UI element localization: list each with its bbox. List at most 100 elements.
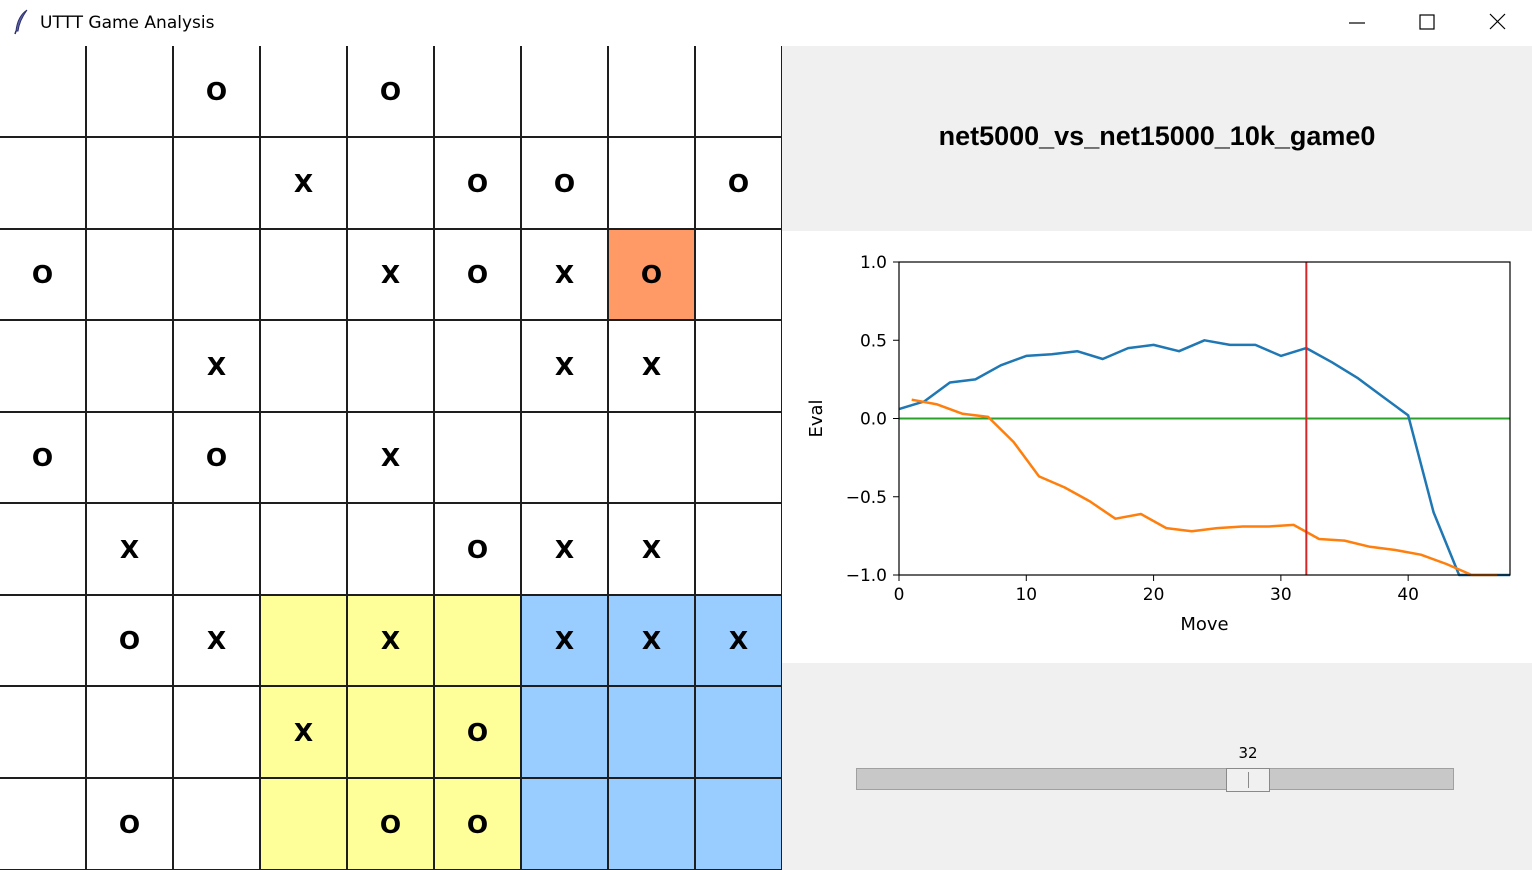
board-cell[interactable] (435, 596, 520, 685)
board-cell[interactable] (522, 413, 607, 502)
board-cell[interactable] (522, 687, 607, 777)
board-cell[interactable] (0, 779, 85, 869)
close-icon (1489, 13, 1506, 30)
board-cell[interactable] (696, 504, 781, 594)
eval-chart-svg: 1.0 0.5 0.0 −0.5 −1.0 0 10 20 30 40 Move Eval (806, 253, 1511, 635)
board-cell[interactable] (609, 687, 694, 777)
x-axis-label: Move (1180, 614, 1228, 635)
y-tick-label: 0.5 (860, 331, 887, 351)
board-cell[interactable] (696, 46, 781, 136)
board-cell[interactable]: O (522, 138, 607, 228)
board-cell[interactable] (435, 321, 520, 411)
board-cell[interactable] (696, 321, 781, 411)
board-cell[interactable] (348, 687, 433, 777)
board-cell[interactable]: X (609, 596, 694, 685)
board-cell[interactable] (0, 321, 85, 411)
minimize-icon (1349, 22, 1365, 24)
board-cell[interactable]: O (87, 596, 172, 685)
board-cell[interactable] (609, 138, 694, 228)
board-cell[interactable] (348, 504, 433, 594)
board-cell[interactable] (696, 230, 781, 319)
board-cell[interactable] (522, 779, 607, 869)
board-cell[interactable]: X (174, 321, 259, 411)
board-cell[interactable] (435, 413, 520, 502)
board-cell[interactable]: X (522, 230, 607, 319)
board-cell[interactable] (87, 46, 172, 136)
x-tick-label: 10 (1015, 585, 1037, 605)
board-cell[interactable]: O (696, 138, 781, 228)
board-cell[interactable]: O (435, 138, 520, 228)
board-cell[interactable]: X (348, 596, 433, 685)
board-cell[interactable] (87, 413, 172, 502)
series-line-2 (911, 398, 1498, 577)
board-cell[interactable] (609, 413, 694, 502)
board-cell[interactable]: O (0, 230, 85, 319)
board-cell[interactable] (87, 138, 172, 228)
x-tick-label: 20 (1143, 585, 1165, 605)
board-cell[interactable] (261, 321, 346, 411)
close-button[interactable] (1462, 0, 1532, 46)
board-cell[interactable] (261, 504, 346, 594)
series-line-1 (898, 339, 1510, 577)
move-slider-thumb[interactable] (1226, 768, 1270, 792)
board-cell[interactable] (696, 687, 781, 777)
x-tick-label: 30 (1270, 585, 1292, 605)
board-cell[interactable]: O (174, 46, 259, 136)
move-slider-trough[interactable] (856, 768, 1454, 790)
board-cell[interactable]: X (348, 230, 433, 319)
board-cell[interactable]: X (261, 687, 346, 777)
board-cell[interactable] (696, 779, 781, 869)
board-cell[interactable] (0, 46, 85, 136)
board-cell[interactable]: O (435, 504, 520, 594)
board-cell[interactable]: X (522, 321, 607, 411)
board-cell[interactable] (261, 230, 346, 319)
y-tick-label: −1.0 (846, 566, 887, 586)
board-cell[interactable] (261, 46, 346, 136)
board-cell[interactable] (87, 321, 172, 411)
board-cell[interactable] (0, 504, 85, 594)
board-cell[interactable]: X (609, 504, 694, 594)
board-cell[interactable]: O (87, 779, 172, 869)
board-cell[interactable]: O (435, 687, 520, 777)
board-cell[interactable] (435, 46, 520, 136)
y-tick-label: −0.5 (846, 488, 887, 508)
board-cell[interactable]: O (435, 779, 520, 869)
board-cell[interactable]: O (435, 230, 520, 319)
board-cell[interactable]: X (522, 596, 607, 685)
board-cell[interactable] (348, 138, 433, 228)
maximize-button[interactable] (1392, 0, 1462, 46)
board-cell[interactable]: O (348, 779, 433, 869)
board-cell[interactable]: X (348, 413, 433, 502)
minimize-button[interactable] (1322, 0, 1392, 46)
board-cell[interactable] (609, 779, 694, 869)
board-cell[interactable]: X (174, 596, 259, 685)
board-cell[interactable] (0, 138, 85, 228)
board-cell[interactable] (174, 504, 259, 594)
board-cell[interactable]: X (609, 321, 694, 411)
board-cell[interactable] (261, 413, 346, 502)
board-cell[interactable]: O (174, 413, 259, 502)
board-cell[interactable] (0, 596, 85, 685)
board-cell[interactable] (87, 230, 172, 319)
board-cell[interactable] (609, 46, 694, 136)
board-cell[interactable] (174, 687, 259, 777)
title-bar: UTTT Game Analysis (0, 0, 1532, 46)
board-cell[interactable] (174, 230, 259, 319)
board-cell[interactable] (261, 596, 346, 685)
board-cell[interactable]: O (348, 46, 433, 136)
board-cell[interactable] (174, 779, 259, 869)
board-cell[interactable] (0, 687, 85, 777)
board-cell[interactable] (348, 321, 433, 411)
board-cell[interactable]: X (261, 138, 346, 228)
board-cell[interactable]: O (0, 413, 85, 502)
board-cell[interactable]: X (87, 504, 172, 594)
board-cell[interactable] (696, 413, 781, 502)
board-cell[interactable] (174, 138, 259, 228)
board-cell[interactable] (87, 687, 172, 777)
board-cell[interactable]: X (522, 504, 607, 594)
board-cell[interactable]: O (609, 230, 694, 319)
board-cell[interactable] (261, 779, 346, 869)
board-cell[interactable] (522, 46, 607, 136)
board-cell[interactable]: X (696, 596, 781, 685)
